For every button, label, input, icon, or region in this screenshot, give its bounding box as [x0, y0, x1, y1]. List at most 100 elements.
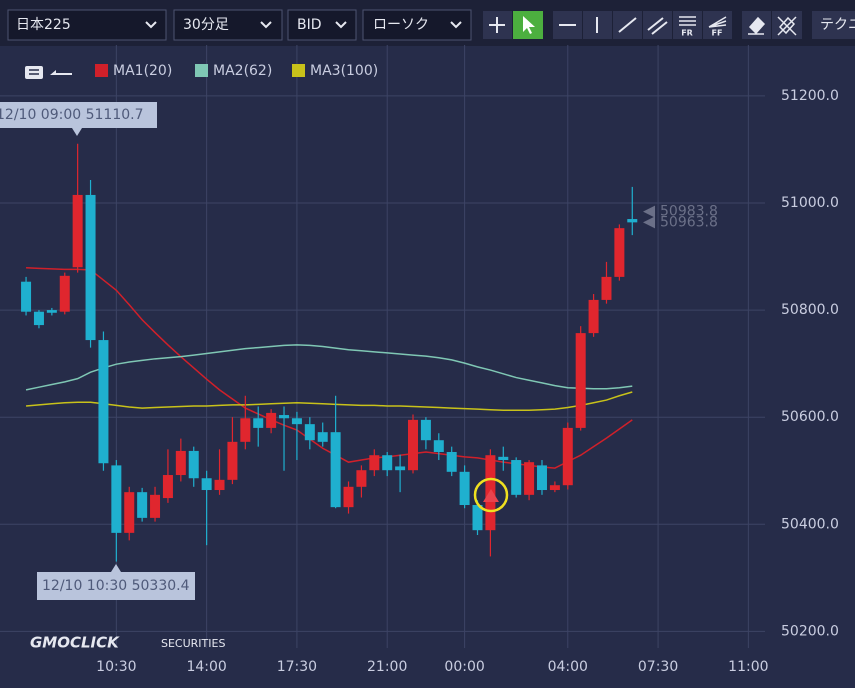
annotation-text: 12/10 09:00 51110.7 — [0, 107, 144, 123]
tool-label: FF — [712, 29, 723, 38]
candle-body — [549, 485, 560, 491]
candle-body — [150, 494, 161, 518]
dropdown-box — [7, 9, 167, 41]
x-tick-label: 07:30 — [638, 659, 678, 675]
candle-body — [85, 194, 96, 341]
y-tick-label: 51200.0 — [781, 88, 839, 104]
signal-arrow — [483, 489, 499, 502]
eraser-button[interactable] — [742, 11, 771, 39]
signal-marker — [473, 477, 509, 513]
icon — [748, 16, 766, 35]
icon — [777, 16, 797, 36]
candle-body — [279, 415, 290, 419]
trendline-button[interactable] — [613, 11, 642, 39]
candle-body — [446, 451, 457, 472]
y-tick-label: 50600.0 — [781, 409, 839, 425]
candle-body — [253, 418, 264, 428]
candle-body — [124, 492, 135, 533]
style-dropdown[interactable]: ローソク — [362, 9, 472, 41]
candle-body — [472, 505, 483, 531]
channel-button[interactable] — [643, 11, 672, 39]
y-tick-label: 50200.0 — [781, 623, 839, 639]
candle-body — [420, 419, 431, 441]
candle-body — [627, 219, 638, 223]
candle-body — [614, 228, 625, 277]
annotation-pointer — [72, 128, 82, 136]
pointer-button[interactable] — [513, 11, 543, 39]
legend-swatch — [195, 64, 208, 77]
symbol-dropdown[interactable]: 日本225 — [7, 9, 167, 41]
x-tick-label: 04:00 — [548, 659, 588, 675]
caret — [335, 21, 347, 29]
x-tick-label: 17:30 — [277, 659, 317, 675]
candle-body — [343, 486, 354, 508]
caret — [145, 21, 157, 29]
price-marker-arrow — [643, 216, 655, 229]
low-annotation: 12/10 10:30 50330.4 — [37, 564, 195, 600]
candle-body — [21, 281, 32, 312]
candle-body — [562, 427, 573, 486]
logo-sub: SECURITIES — [161, 637, 225, 650]
candle-body — [601, 276, 612, 300]
candle-body — [137, 492, 148, 518]
price-dropdown[interactable]: BID — [287, 9, 357, 41]
annotation-box — [37, 572, 195, 600]
plot — [21, 143, 638, 562]
candle-body — [59, 275, 70, 312]
y-tick-label: 50400.0 — [781, 516, 839, 532]
candle-body — [575, 333, 586, 428]
signal-circle — [473, 477, 509, 513]
toolbar: 日本225 30分足 BID ローソク FR FF テクニ — [0, 0, 855, 46]
candle-body — [498, 456, 509, 461]
candle-body — [72, 194, 83, 268]
hline-button[interactable] — [553, 11, 582, 39]
legend-swatch — [95, 64, 108, 77]
icon — [489, 17, 505, 33]
candle-body — [369, 455, 380, 471]
candle-body — [214, 479, 225, 491]
legend-icon[interactable] — [25, 66, 43, 79]
fibo-fan-button[interactable]: FF — [703, 11, 732, 39]
erase-all-button[interactable] — [772, 11, 802, 39]
candle-body — [459, 471, 470, 506]
caret — [260, 21, 272, 29]
candle-body — [433, 440, 444, 452]
legend-swatch — [292, 64, 305, 77]
candle-body — [240, 418, 251, 442]
legend-items: MA1(20) MA2(62) MA3(100) — [95, 63, 378, 79]
menu-label: テクニ — [820, 17, 855, 33]
legend-label: MA3(100) — [310, 63, 378, 79]
timeframe-dropdown[interactable]: 30分足 — [173, 9, 283, 41]
legend-icon-lines — [29, 69, 39, 75]
timeframe: 30分足 — [183, 17, 229, 33]
candle-body — [511, 460, 522, 495]
logo: GMOCLICK SECURITIES — [30, 634, 225, 652]
x-tick-label: 11:00 — [728, 659, 768, 675]
symbol: 日本225 — [16, 17, 71, 33]
button — [643, 11, 672, 39]
icon — [647, 17, 668, 35]
annotation-text: 12/10 10:30 50330.4 — [42, 578, 190, 594]
technical-menu[interactable]: テクニ — [812, 11, 855, 39]
candle-body — [408, 419, 419, 471]
y-tick-label: 50800.0 — [781, 302, 839, 318]
fibo-retracement-button[interactable]: FR — [673, 11, 702, 39]
crosshair-button[interactable] — [483, 11, 512, 39]
icon — [618, 17, 637, 33]
high-annotation: 12/10 09:00 51110.7 — [0, 102, 157, 136]
button — [703, 11, 732, 39]
price-type: BID — [297, 17, 322, 33]
candle-body — [227, 441, 238, 480]
vline-button[interactable] — [583, 11, 612, 39]
x-tick-label: 21:00 — [367, 659, 407, 675]
candle-body — [356, 470, 367, 487]
candle-body — [395, 466, 406, 471]
legend-toggle[interactable] — [50, 70, 72, 75]
candle-body — [111, 465, 122, 533]
candle-body — [188, 450, 199, 479]
candle-body — [266, 412, 277, 428]
annotation-box — [0, 102, 157, 128]
candle-body — [33, 311, 44, 326]
x-tick-label: 00:00 — [444, 659, 484, 675]
